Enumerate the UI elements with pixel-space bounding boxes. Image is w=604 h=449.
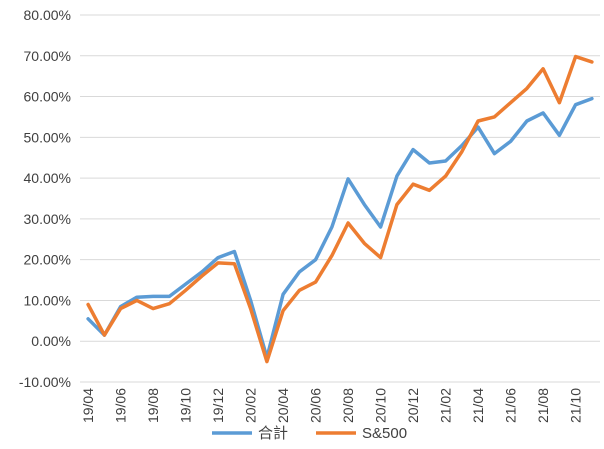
x-tick-label: 20/08 (340, 388, 356, 423)
y-tick-label: 10.00% (24, 292, 71, 308)
x-tick-label: 21/08 (535, 388, 551, 423)
y-axis-tick-labels: 80.00% 70.00% 60.00% 50.00% 40.00% 30.00% 20.0… (19, 7, 71, 390)
x-tick-label: 19/10 (178, 388, 194, 423)
legend: 合計 S&500 (212, 425, 407, 442)
x-tick-label: 20/10 (373, 388, 389, 423)
x-tick-label: 20/04 (275, 388, 291, 423)
x-tick-label: 21/04 (470, 388, 486, 423)
x-tick-label: 19/04 (80, 388, 96, 423)
y-tick-label: -10.00% (19, 374, 71, 390)
y-tick-label: 30.00% (24, 211, 71, 227)
series-lines (86, 54, 594, 364)
legend-label: S&500 (362, 425, 407, 442)
x-tick-label: 20/06 (308, 388, 324, 423)
legend-label: 合計 (258, 425, 288, 442)
y-tick-label: 70.00% (24, 48, 71, 64)
x-tick-label: 19/06 (113, 388, 129, 423)
x-axis-tick-labels: 19/04 19/06 19/08 19/10 19/12 20/02 20/04 20/06… (80, 388, 584, 423)
y-tick-label: 20.00% (24, 252, 71, 268)
y-tick-label: 0.00% (31, 333, 71, 349)
y-tick-label: 40.00% (24, 170, 71, 186)
x-tick-label: 19/08 (145, 388, 161, 423)
x-tick-label: 19/12 (210, 388, 226, 423)
x-tick-label: 21/10 (568, 388, 584, 423)
series-line-2 (86, 54, 594, 364)
x-tick-label: 21/06 (503, 388, 519, 423)
y-tick-label: 80.00% (24, 7, 71, 23)
x-tick-label: 21/02 (438, 388, 454, 423)
y-tick-label: 50.00% (24, 129, 71, 145)
y-tick-label: 60.00% (24, 89, 71, 105)
gridlines (80, 14, 600, 383)
x-tick-label: 20/02 (243, 388, 259, 423)
x-tick-label: 20/12 (405, 388, 421, 423)
series-line-1 (86, 96, 594, 360)
